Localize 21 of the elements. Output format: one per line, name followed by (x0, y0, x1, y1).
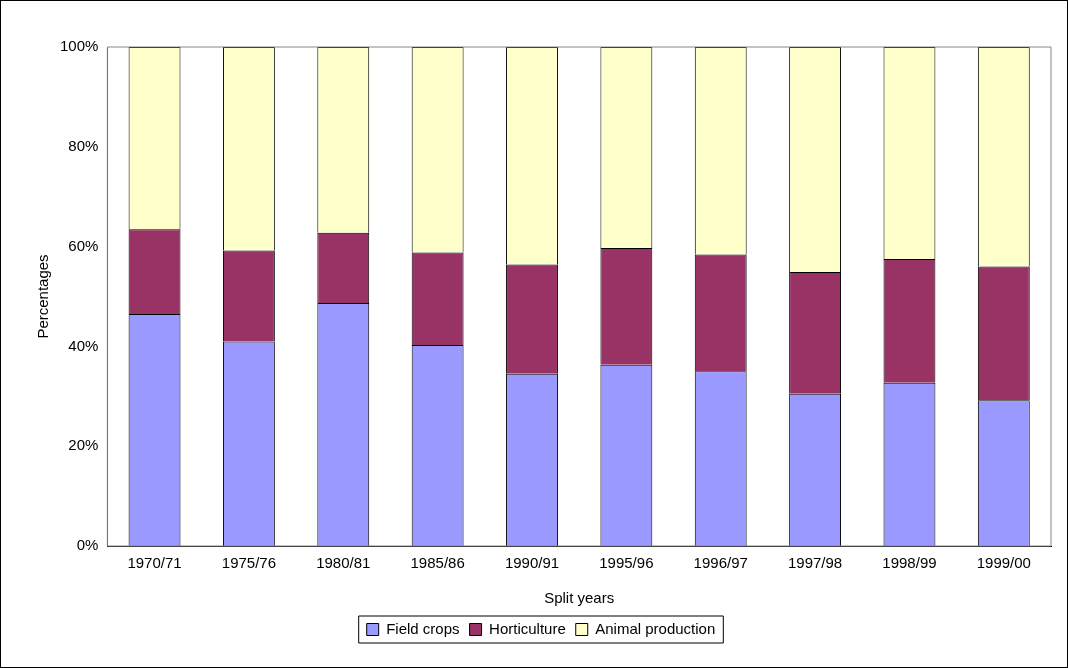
x-tick-label: 1985/86 (410, 554, 465, 572)
x-tick-label: 1996/97 (693, 554, 748, 572)
y-tick-label: 80% (68, 136, 99, 154)
x-tick-label: 1975/76 (221, 554, 277, 572)
y-tick-label: 100% (59, 37, 99, 55)
x-axis-title: Split years (544, 589, 615, 607)
x-tick-label: 1999/00 (976, 554, 1031, 572)
y-axis-title: Percentages (34, 254, 52, 339)
x-tick-label: 1995/96 (599, 554, 654, 572)
x-tick-label: 1990/91 (504, 554, 560, 572)
y-tick-label: 60% (68, 236, 99, 254)
y-tick-label: 40% (68, 336, 99, 354)
x-tick-label: 1980/81 (316, 554, 371, 572)
legend-label: Field crops (386, 619, 460, 637)
y-tick-label: 20% (68, 436, 99, 454)
legend-label: Horticulture (489, 619, 566, 637)
y-tick-label: 0% (76, 536, 99, 554)
x-tick-label: 1997/98 (787, 554, 843, 572)
x-tick-label: 1970/71 (127, 554, 182, 572)
legend-label: Animal production (595, 619, 716, 637)
x-tick-label: 1998/99 (882, 554, 937, 572)
